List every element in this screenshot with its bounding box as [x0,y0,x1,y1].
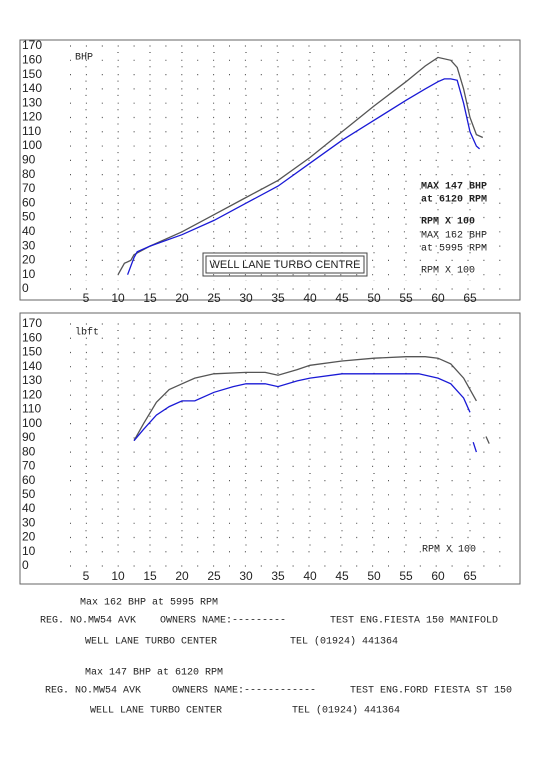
x-tick-label: 45 [335,291,349,305]
y-tick-label: 10 [22,267,36,281]
y-tick-label: 160 [22,330,42,344]
x-tick-label: 35 [271,569,285,583]
x-tick-label: 10 [111,291,125,305]
y-tick-label: 90 [22,430,36,444]
x-tick-label: 40 [303,569,317,583]
x-tick-label: 50 [367,291,381,305]
y-tick-label: 20 [22,253,36,267]
footer-text: OWNERS NAME:------------ [172,686,316,697]
x-tick-label: 35 [271,291,285,305]
y-tick-label: 140 [22,359,42,373]
footer-text: TEST ENG.FIESTA 150 MANIFOLD [330,616,498,627]
annotation: RPM X 100 [421,217,475,228]
x-tick-label: 50 [367,569,381,583]
x-tick-label: 60 [431,569,445,583]
x-tick-label: 15 [143,569,157,583]
y-tick-label: 120 [22,387,42,401]
y-tick-label: 90 [22,153,36,167]
y-tick-label: 0 [22,281,29,295]
footer-text: Max 162 BHP at 5995 RPM [80,598,218,609]
y-tick-label: 150 [22,67,42,81]
annotation: MAX 147 BHP [421,182,487,193]
x-tick-label: 5 [83,291,90,305]
y-tick-label: 110 [22,402,41,416]
footer-text: TEL (01924) 441364 [290,636,398,648]
y-tick-label: 40 [22,501,36,515]
y-tick-label: 20 [22,530,36,544]
y-tick-label: 60 [22,195,36,209]
label-box [202,252,368,277]
y-tick-label: 50 [22,210,36,224]
x-tick-label: 20 [175,291,189,305]
footer-text: OWNERS NAME:--------- [160,616,286,627]
y-tick-label: 100 [22,416,42,430]
frame [19,312,521,585]
annotation: RPM X 100 [421,266,475,277]
x-tick-label: 65 [463,569,477,583]
y-tick-label: 50 [22,487,36,501]
footer-text: REG. NO.MW54 AVK [40,616,136,627]
y-tick-label: 150 [22,345,42,359]
footer-text: TEL (01924) 441364 [292,705,400,717]
x-tick-label: 25 [207,291,221,305]
y-tick-label: 30 [22,515,36,529]
x-tick-label: 5 [83,569,90,583]
x-tick-label: 25 [207,569,221,583]
annotation: MAX 162 BHP [421,231,487,242]
data-line [133,373,478,453]
y-tick-label: 100 [22,138,42,152]
y-tick-label: 80 [22,167,36,181]
x-tick-label: 15 [143,291,157,305]
y-tick-label: 130 [22,373,42,387]
y-tick-label: 70 [22,459,36,473]
y-tick-label: 120 [22,110,42,124]
x-tick-label: 55 [399,569,413,583]
y-tick-label: 140 [22,81,42,95]
footer-text: REG. NO.MW54 AVK [45,686,141,697]
x-tick-label: 20 [175,569,189,583]
y-tick-label: 170 [22,316,42,330]
x-tick-label: 60 [431,291,445,305]
y-tick-label: 0 [22,558,29,572]
boxed-label: WELL LANE TURBO CENTRE [210,259,361,271]
x-tick-label: 45 [335,569,349,583]
data-line [117,56,484,276]
y-axis-label: BHP [75,53,93,64]
frame [19,39,521,301]
x-tick-label: 30 [239,291,253,305]
y-tick-label: 10 [22,544,36,558]
y-tick-label: 40 [22,224,36,238]
y-tick-label: 80 [22,444,36,458]
x-tick-label: 65 [463,291,477,305]
annotation: RPM X 100 [422,545,476,556]
x-tick-label: 40 [303,291,317,305]
y-tick-label: 30 [22,238,36,252]
label-box [205,255,365,274]
y-tick-label: 60 [22,473,36,487]
data-line [133,356,490,444]
y-tick-label: 110 [22,124,41,138]
x-tick-label: 10 [111,569,125,583]
y-tick-label: 160 [22,52,42,66]
footer-text: TEST ENG.FORD FIESTA ST 150 [350,686,512,697]
footer-text: WELL LANE TURBO CENTER [90,706,222,717]
y-tick-label: 170 [22,38,42,52]
annotation: at 5995 RPM [421,244,487,255]
y-tick-label: 130 [22,95,42,109]
y-tick-label: 70 [22,181,36,195]
footer-text: Max 147 BHP at 6120 RPM [85,668,223,679]
data-line [126,78,481,275]
footer-text: WELL LANE TURBO CENTER [85,637,217,648]
y-axis-label: lbft [75,327,99,339]
annotation: at 6120 RPM [421,195,487,206]
x-tick-label: 55 [399,291,413,305]
x-tick-label: 30 [239,569,253,583]
